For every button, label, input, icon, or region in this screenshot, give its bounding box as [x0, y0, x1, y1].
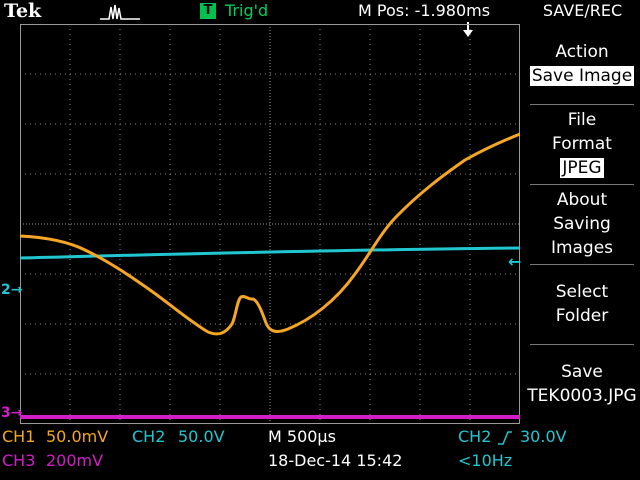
menu-about-line2: Saving — [553, 214, 611, 234]
trigger-frequency: <10Hz — [458, 451, 513, 470]
readout-bar: CH1 50.0mV CH2 50.0V M 500µs CH2 30.0V C… — [0, 424, 640, 480]
ch2-label: CH2 — [132, 427, 166, 446]
menu-action[interactable]: Action Save Image — [524, 40, 640, 88]
menu-save-line1: Save — [561, 362, 603, 382]
timebase: M 500µs — [268, 427, 336, 446]
menu-select-folder[interactable]: Select Folder — [524, 280, 640, 328]
menu-select-line2: Folder — [555, 306, 609, 326]
horizontal-position: M Pos: -1.980ms — [358, 1, 491, 20]
graticule-border — [20, 24, 520, 424]
rising-edge-icon — [498, 431, 512, 445]
ch1-label: CH1 — [2, 427, 36, 446]
menu-action-value: Save Image — [529, 66, 635, 86]
menu-action-label: Action — [555, 42, 609, 62]
menu-about-line3: Images — [550, 238, 614, 258]
date-time: 18-Dec-14 15:42 — [268, 451, 403, 470]
ch3-ground-marker[interactable]: 3→ — [1, 405, 22, 421]
graticule-center-axes — [20, 24, 520, 424]
ch2-marker-arrow-icon: → — [10, 282, 23, 298]
waveform-display — [20, 24, 520, 424]
save-rec-menu: Action Save Image File Format JPEG About… — [524, 24, 640, 424]
trigger-level-marker-icon[interactable]: ← — [508, 252, 522, 271]
menu-divider — [530, 184, 634, 185]
menu-select-line1: Select — [555, 282, 609, 302]
ch2-trace — [20, 246, 520, 260]
ch2-ground-marker[interactable]: 2→ — [1, 282, 22, 298]
menu-divider — [530, 104, 634, 105]
brand-logo: Tek — [4, 0, 42, 22]
ch2-marker-label: 2 — [1, 282, 11, 298]
menu-file-format-value: JPEG — [560, 158, 604, 178]
trigger-status-icon: T — [200, 3, 216, 19]
status-bar: Tek T Trig'd M Pos: -1.980ms SAVE/REC — [0, 0, 640, 37]
ch3-marker-arrow-icon: → — [10, 405, 23, 421]
ch2-scale: 50.0V — [178, 427, 225, 446]
trigger-source: CH2 — [458, 427, 492, 446]
menu-divider — [530, 264, 634, 265]
ch3-label: CH3 — [2, 451, 36, 470]
trigger-position-marker-icon — [463, 22, 473, 37]
menu-about-line1: About — [556, 190, 608, 210]
ch3-scale: 200mV — [46, 451, 104, 470]
ch3-marker-label: 3 — [1, 405, 11, 421]
menu-save-file[interactable]: Save TEK0003.JPG — [524, 360, 640, 408]
ch1-scale: 50.0mV — [46, 427, 109, 446]
ch1-trace — [20, 132, 520, 336]
menu-about-saving[interactable]: About Saving Images — [524, 188, 640, 260]
acquisition-pulse-icon — [100, 4, 140, 20]
trigger-level: 30.0V — [520, 427, 567, 446]
menu-save-filename: TEK0003.JPG — [527, 386, 637, 406]
menu-divider — [530, 344, 634, 345]
trigger-status: Trig'd — [225, 1, 269, 20]
menu-file-format-line1: File — [567, 110, 597, 130]
menu-file-format[interactable]: File Format JPEG — [524, 108, 640, 180]
menu-title: SAVE/REC — [542, 1, 623, 20]
menu-file-format-line2: Format — [552, 134, 612, 154]
